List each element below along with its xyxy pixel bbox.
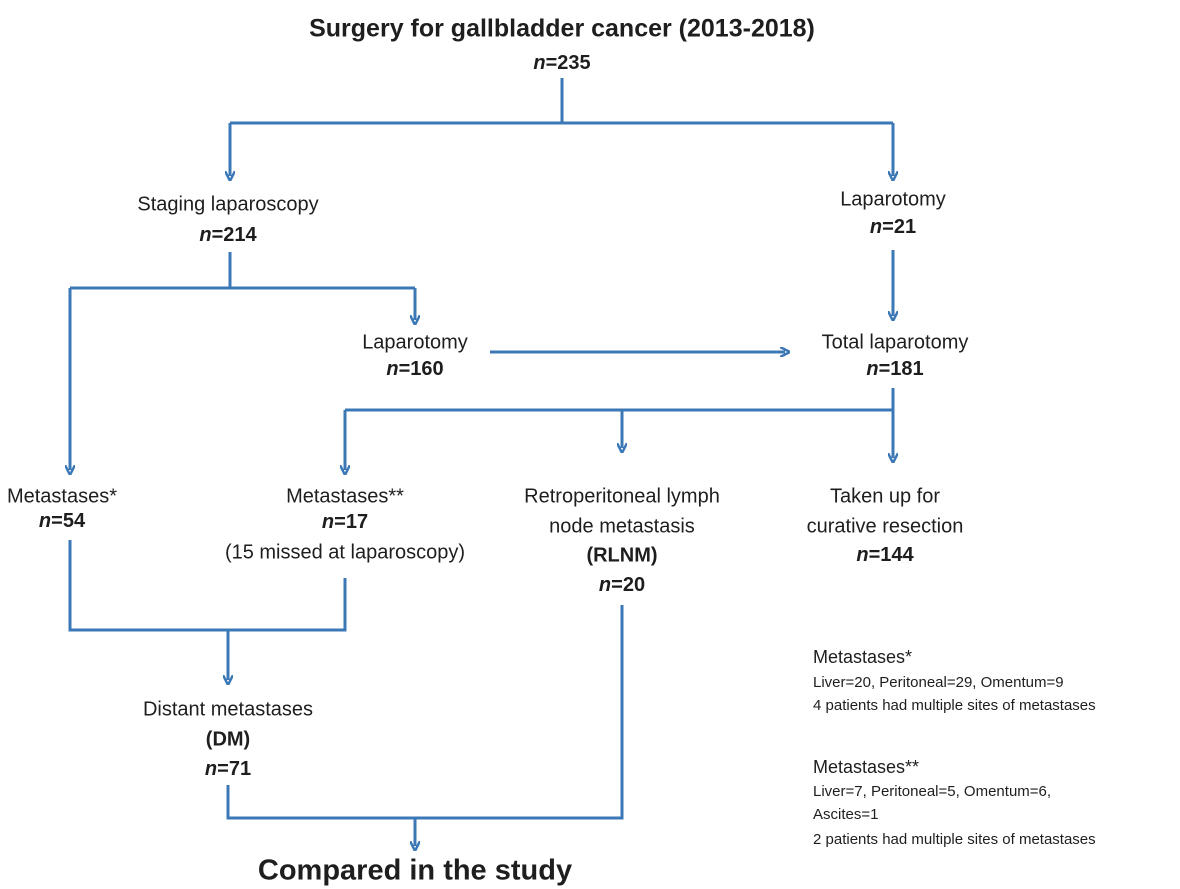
count-value: =181 xyxy=(879,358,924,380)
node-label: (RLNM) xyxy=(586,544,657,566)
node-label: curative resection xyxy=(807,515,964,537)
footnote-line: 2 patients had multiple sites of metasta… xyxy=(813,831,1096,848)
count-symbol: n xyxy=(856,544,868,566)
footnote-heading: Metastases* xyxy=(813,647,912,667)
count: n=17 xyxy=(322,511,368,533)
count-symbol: n xyxy=(39,510,51,532)
count-value: =144 xyxy=(869,544,915,566)
count: n=160 xyxy=(386,358,443,380)
count-symbol: n xyxy=(866,358,878,380)
count: n=181 xyxy=(866,358,923,380)
final-label: Compared in the study xyxy=(258,855,572,887)
footnote-heading: Metastases** xyxy=(813,757,919,777)
count-symbol: n xyxy=(533,52,545,74)
node-label: Metastases** xyxy=(286,485,404,507)
count: n=20 xyxy=(599,574,645,596)
footnote-line: 4 patients had multiple sites of metasta… xyxy=(813,697,1096,714)
node-note: (15 missed at laparoscopy) xyxy=(225,541,465,563)
count-symbol: n xyxy=(205,758,217,780)
node-label: Retroperitoneal lymph xyxy=(524,485,720,507)
count: n=21 xyxy=(870,216,916,238)
footnote-line: Liver=7, Peritoneal=5, Omentum=6, xyxy=(813,783,1051,800)
count-value: =214 xyxy=(212,224,258,246)
node-label: (DM) xyxy=(206,728,250,750)
node-label: Staging laparoscopy xyxy=(137,193,318,215)
node-label: Taken up for xyxy=(830,485,940,507)
count-value: =235 xyxy=(546,52,591,74)
count-value: =71 xyxy=(217,758,251,780)
count: n=235 xyxy=(533,52,590,74)
footnote-line: Liver=20, Peritoneal=29, Omentum=9 xyxy=(813,674,1064,691)
connectors xyxy=(70,78,893,846)
count: n=214 xyxy=(199,224,257,246)
connector xyxy=(226,605,624,820)
title: Surgery for gallbladder cancer (2013-201… xyxy=(309,15,815,43)
count-value: =54 xyxy=(51,510,86,532)
count-value: =20 xyxy=(611,574,645,596)
count: n=144 xyxy=(856,544,914,566)
connector xyxy=(70,252,415,290)
count-symbol: n xyxy=(599,574,611,596)
node-label: Distant metastases xyxy=(143,698,313,720)
footnote-line: Ascites=1 xyxy=(813,806,878,823)
count-value: =160 xyxy=(399,358,444,380)
node-label: Metastases* xyxy=(7,485,117,507)
count: n=71 xyxy=(205,758,251,780)
node-label: Laparotomy xyxy=(840,188,946,210)
count: n=54 xyxy=(39,510,86,532)
count-symbol: n xyxy=(322,511,334,533)
count-value: =21 xyxy=(882,216,916,238)
count-value: =17 xyxy=(334,511,368,533)
count-symbol: n xyxy=(199,224,211,246)
node-label: node metastasis xyxy=(549,515,695,537)
connector xyxy=(345,388,895,412)
count-symbol: n xyxy=(386,358,398,380)
count-symbol: n xyxy=(870,216,882,238)
connector xyxy=(68,540,347,632)
node-label: Laparotomy xyxy=(362,331,468,353)
node-label: Total laparotomy xyxy=(822,331,969,353)
